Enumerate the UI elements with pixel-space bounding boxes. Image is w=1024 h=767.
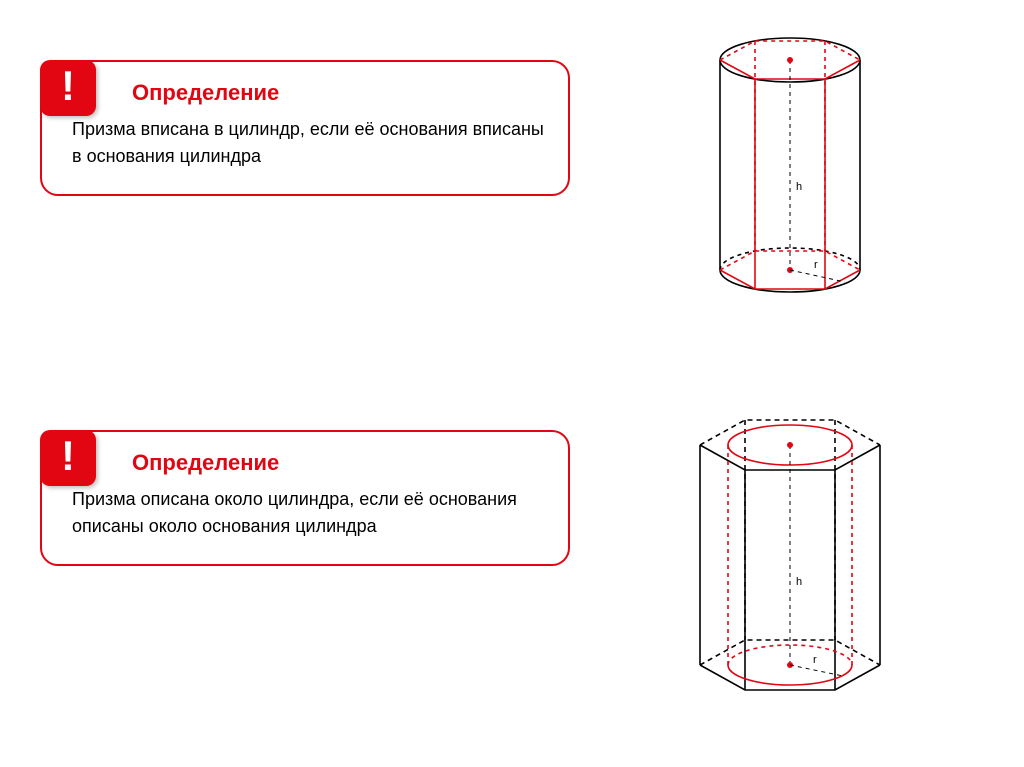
exclaim-badge: ! <box>40 60 96 116</box>
definition-title: Определение <box>132 450 546 476</box>
exclaim-badge: ! <box>40 430 96 486</box>
label-r: r <box>813 654 817 666</box>
definition-body: Призма описана около цилиндра, если её о… <box>72 486 546 540</box>
label-h: h <box>796 181 802 193</box>
figure-circumscribed: h r <box>665 400 915 730</box>
definition-box-1: ! Определение Призма вписана в цилиндр, … <box>40 60 570 196</box>
definition-title: Определение <box>132 80 546 106</box>
figure-inscribed: h r <box>680 20 900 320</box>
definition-box-2: ! Определение Призма описана около цилин… <box>40 430 570 566</box>
label-h: h <box>796 576 802 588</box>
label-r: r <box>814 259 818 271</box>
definition-body: Призма вписана в цилиндр, если её основа… <box>72 116 546 170</box>
